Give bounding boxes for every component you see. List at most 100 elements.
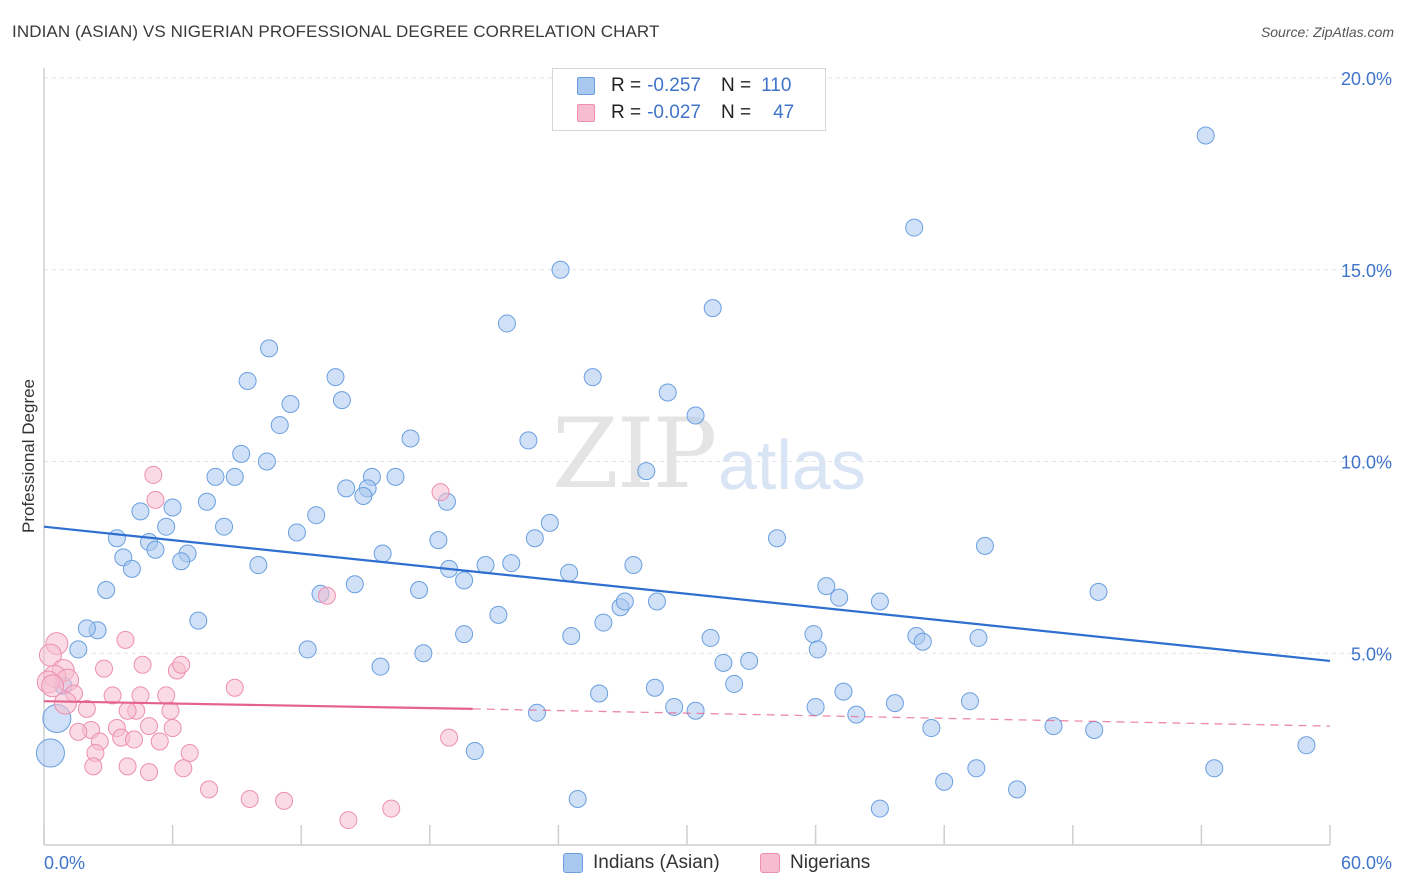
point-indian	[497, 314, 516, 333]
bottom-legend-indians[interactable]: Indians (Asian)	[563, 852, 720, 874]
point-indian	[401, 429, 420, 448]
y-tick-label: 20.0%	[1341, 69, 1392, 89]
point-indian	[238, 371, 257, 390]
point-nigerian	[146, 490, 165, 509]
point-indian	[69, 640, 88, 659]
x-tick-label: 60.0%	[1341, 853, 1392, 873]
legend-swatch-indians	[577, 77, 595, 95]
point-indian	[465, 742, 484, 761]
point-indian	[107, 529, 126, 548]
point-indian	[345, 575, 364, 594]
point-indian	[1089, 582, 1108, 601]
point-indian	[594, 613, 613, 632]
y-axis-label: Professional Degree	[19, 379, 38, 533]
point-indian	[960, 692, 979, 711]
point-indian	[967, 759, 986, 778]
point-nigerian	[275, 791, 294, 810]
point-nigerian	[317, 586, 336, 605]
point-indian	[354, 487, 373, 506]
trend-line-nigerians-extrapolated	[472, 708, 1331, 727]
point-indian	[257, 452, 276, 471]
point-indian	[935, 772, 954, 791]
point-nigerian	[125, 730, 144, 749]
point-indian	[645, 678, 664, 697]
point-indian	[225, 467, 244, 486]
point-nigerian	[133, 655, 152, 674]
point-indian	[326, 368, 345, 387]
point-indian	[560, 563, 579, 582]
point-indian	[373, 544, 392, 563]
point-indian	[1044, 717, 1063, 736]
point-indian	[870, 592, 889, 611]
point-indian	[307, 506, 326, 525]
point-indian	[804, 625, 823, 644]
point-nigerian	[53, 691, 77, 715]
point-indian	[1008, 780, 1027, 799]
legend-r-value: -0.027	[647, 102, 701, 123]
point-indian	[189, 611, 208, 630]
trend-lines	[43, 525, 1331, 727]
point-indian	[502, 554, 521, 573]
point-nigerian	[144, 465, 163, 484]
trend-line-indians	[43, 525, 1331, 663]
point-nigerian	[84, 757, 103, 776]
point-nigerian	[440, 728, 459, 747]
legend-swatch-nigerians	[577, 104, 595, 122]
point-indian	[647, 592, 666, 611]
point-indian	[157, 517, 176, 536]
point-indian	[725, 674, 744, 693]
point-indian	[35, 738, 65, 768]
legend-n-label: N =	[720, 102, 752, 123]
point-nigerian	[140, 717, 159, 736]
point-indian	[568, 789, 587, 808]
point-indian	[686, 406, 705, 425]
point-indian	[371, 657, 390, 676]
point-indian	[768, 529, 787, 548]
source-label: Source: ZipAtlas.com	[1260, 24, 1394, 40]
point-indian	[658, 383, 677, 402]
point-indian	[969, 628, 988, 647]
point-indian	[551, 260, 570, 279]
legend-n-value: 47	[773, 102, 795, 123]
point-indian	[337, 479, 356, 498]
point-indian	[922, 719, 941, 738]
point-indian	[476, 556, 495, 575]
point-indian	[1205, 759, 1224, 778]
point-indian	[97, 580, 116, 599]
trend-line-nigerians	[43, 700, 473, 710]
point-nigerian	[225, 678, 244, 697]
point-indian	[615, 592, 634, 611]
point-indian	[298, 640, 317, 659]
point-indian	[455, 625, 474, 644]
point-indian	[163, 498, 182, 517]
point-nigerian	[118, 757, 137, 776]
point-indian	[414, 644, 433, 663]
point-nigerian	[41, 674, 65, 698]
data-points	[35, 126, 1316, 830]
bottom-legend-swatch-nigerians	[760, 853, 780, 873]
point-indian	[386, 467, 405, 486]
legend-row-nigerians: R = -0.027 N = 47	[577, 101, 794, 125]
bottom-legend-label-nigerians: Nigerians	[790, 852, 871, 873]
x-tick-label: 0.0%	[44, 853, 85, 873]
point-nigerian	[161, 701, 180, 720]
point-indian	[519, 431, 538, 450]
legend-n-value: 110	[761, 75, 792, 96]
point-nigerian	[95, 659, 114, 678]
point-indian	[847, 705, 866, 724]
y-tick-label: 15.0%	[1341, 261, 1392, 281]
point-indian	[232, 444, 251, 463]
point-nigerian	[174, 759, 193, 778]
grid-lines	[44, 77, 1392, 654]
point-indian	[885, 694, 904, 713]
bottom-legend-nigerians[interactable]: Nigerians	[760, 852, 870, 874]
point-indian	[834, 682, 853, 701]
series-indians	[35, 126, 1316, 818]
point-indian	[146, 540, 165, 559]
point-indian	[686, 701, 705, 720]
point-indian	[455, 571, 474, 590]
point-nigerian	[150, 732, 169, 751]
point-indian	[975, 536, 994, 555]
point-nigerian	[180, 743, 199, 762]
point-nigerian	[116, 630, 135, 649]
